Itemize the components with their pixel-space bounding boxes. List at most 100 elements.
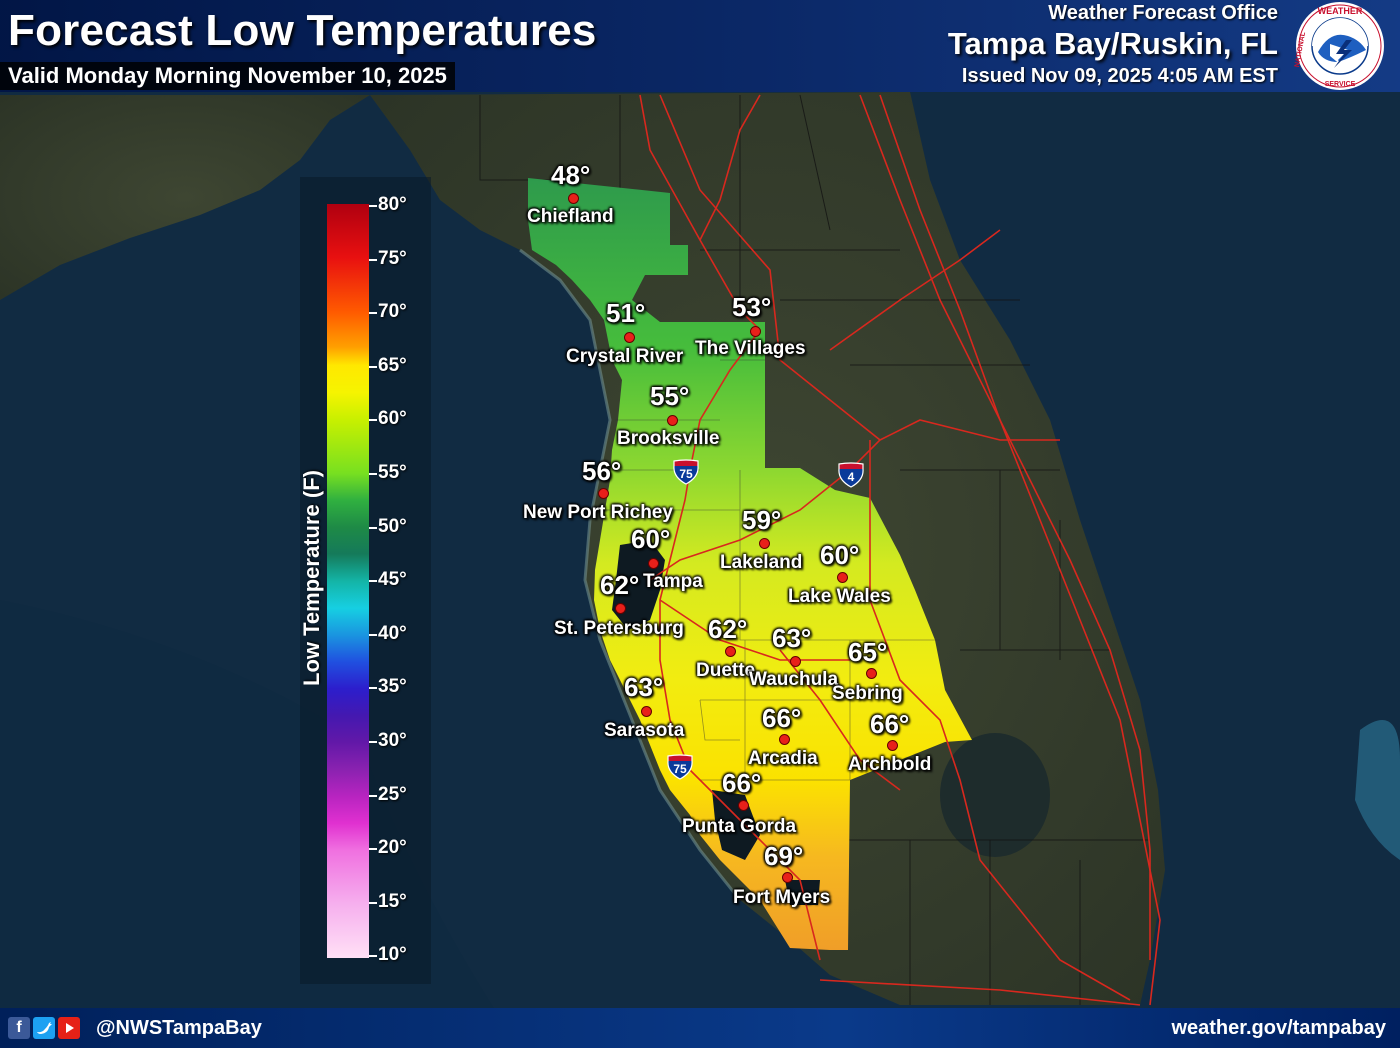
station-marker xyxy=(738,800,749,811)
station-temperature: 62° xyxy=(600,570,640,600)
legend-tick-label: 15° xyxy=(378,890,407,912)
station-temperature: 53° xyxy=(732,292,772,322)
station-name: Archbold xyxy=(848,754,932,775)
station-name: Lake Wales xyxy=(788,586,891,607)
station-marker xyxy=(667,415,678,426)
station-marker xyxy=(624,332,635,343)
legend-tick xyxy=(369,741,377,743)
legend-tick-label: 60° xyxy=(378,408,407,430)
interstate-number: 4 xyxy=(848,470,855,484)
station-name: Duette xyxy=(696,660,756,681)
station-name: Chiefland xyxy=(527,206,614,227)
legend-tick-label: 45° xyxy=(378,569,407,591)
station-marker xyxy=(837,572,848,583)
station-temperature: 63° xyxy=(772,623,812,653)
station-name: Fort Myers xyxy=(733,887,831,908)
station-temperature: 59° xyxy=(742,505,782,535)
legend-tick xyxy=(369,419,377,422)
station-temperature: 66° xyxy=(762,703,802,733)
legend-tick xyxy=(369,580,377,583)
youtube-icon[interactable] xyxy=(58,1017,80,1039)
forecast-area xyxy=(528,178,972,950)
legend-tick-label: 50° xyxy=(378,515,407,537)
legend-tick xyxy=(369,901,377,904)
station-marker xyxy=(615,603,626,614)
station-temperature: 56° xyxy=(582,456,622,486)
station-marker xyxy=(759,538,770,549)
social-icons: f xyxy=(8,1017,80,1039)
legend-title: Low Temperature (F) xyxy=(299,470,324,686)
station-temperature: 63° xyxy=(624,672,664,702)
station-marker xyxy=(750,326,761,337)
station-name: Lakeland xyxy=(720,552,803,573)
legend-tick-label: 25° xyxy=(378,783,407,805)
station-marker xyxy=(887,740,898,751)
station-temperature: 66° xyxy=(870,709,910,739)
station-temperature: 60° xyxy=(820,540,860,570)
legend-tick xyxy=(369,473,377,475)
legend-tick-label: 80° xyxy=(378,194,407,215)
legend-tick-label: 10° xyxy=(378,944,407,966)
station-name: Arcadia xyxy=(748,748,818,769)
station-temperature: 51° xyxy=(606,298,646,328)
legend-tick-label: 30° xyxy=(378,730,407,751)
website-link[interactable]: weather.gov/tampabay xyxy=(1171,1017,1386,1039)
legend-tick xyxy=(369,312,377,315)
social-handle[interactable]: @NWSTampaBay xyxy=(96,1017,262,1039)
svg-text:WEATHER: WEATHER xyxy=(1318,6,1363,16)
interstate-shield-icon: 75 xyxy=(673,459,699,485)
station-name: Wauchula xyxy=(749,669,839,690)
office-name: Tampa Bay/Ruskin, FL xyxy=(947,26,1278,61)
station-name: Brooksville xyxy=(617,428,720,449)
svg-text:SERVICE: SERVICE xyxy=(1325,81,1356,88)
station-name: The Villages xyxy=(695,338,806,359)
station-name: Sarasota xyxy=(604,720,685,741)
legend-tick xyxy=(369,848,377,851)
interstate-number: 75 xyxy=(673,762,687,776)
nws-logo-icon: WEATHER SERVICE NATIONAL xyxy=(1294,2,1384,90)
station-temperature: 69° xyxy=(764,841,804,871)
header-bar: Forecast Low Temperatures Valid Monday M… xyxy=(0,0,1400,92)
office-label: Weather Forecast Office xyxy=(1048,2,1278,24)
interstate-number: 75 xyxy=(679,467,693,481)
station-marker xyxy=(648,558,659,569)
map-title: Forecast Low Temperatures xyxy=(8,6,597,55)
legend-tick-label: 65° xyxy=(378,354,407,376)
lake-okeechobee xyxy=(940,733,1050,857)
station-marker xyxy=(779,734,790,745)
legend-tick xyxy=(369,955,377,958)
issued-time: Issued Nov 09, 2025 4:05 AM EST xyxy=(961,65,1278,87)
legend-tick xyxy=(369,526,377,529)
station-temperature: 62° xyxy=(708,614,748,644)
station-name: Sebring xyxy=(832,683,903,704)
station-marker xyxy=(725,646,736,657)
valid-time: Valid Monday Morning November 10, 2025 xyxy=(0,62,455,90)
legend-tick xyxy=(369,633,377,636)
temperature-legend: Low Temperature (F) 80° 75° 70° 65° 60° 55° 50… xyxy=(299,177,431,984)
legend-tick xyxy=(369,687,377,690)
interstate-shield-icon: 75 xyxy=(667,754,693,780)
twitter-icon[interactable] xyxy=(33,1017,55,1039)
legend-tick-label: 55° xyxy=(378,462,407,483)
legend-tick-label: 35° xyxy=(378,676,407,698)
station-marker xyxy=(641,706,652,717)
station-temperature: 60° xyxy=(631,524,671,554)
station-name: Tampa xyxy=(643,571,703,592)
station-name: Punta Gorda xyxy=(682,816,797,837)
facebook-icon[interactable]: f xyxy=(8,1017,30,1039)
station-name: New Port Richey xyxy=(523,502,673,523)
legend-tick xyxy=(369,258,377,261)
legend-tick xyxy=(369,365,377,368)
station-marker xyxy=(790,656,801,667)
station-marker xyxy=(598,488,609,499)
station-marker xyxy=(866,668,877,679)
station-temperature: 65° xyxy=(848,637,888,667)
station-temperature: 55° xyxy=(650,381,690,411)
legend-tick xyxy=(369,794,377,797)
station-name: St. Petersburg xyxy=(554,618,684,639)
legend-tick-label: 20° xyxy=(378,837,407,859)
station-temperature: 66° xyxy=(722,768,762,798)
station-marker xyxy=(782,872,793,883)
